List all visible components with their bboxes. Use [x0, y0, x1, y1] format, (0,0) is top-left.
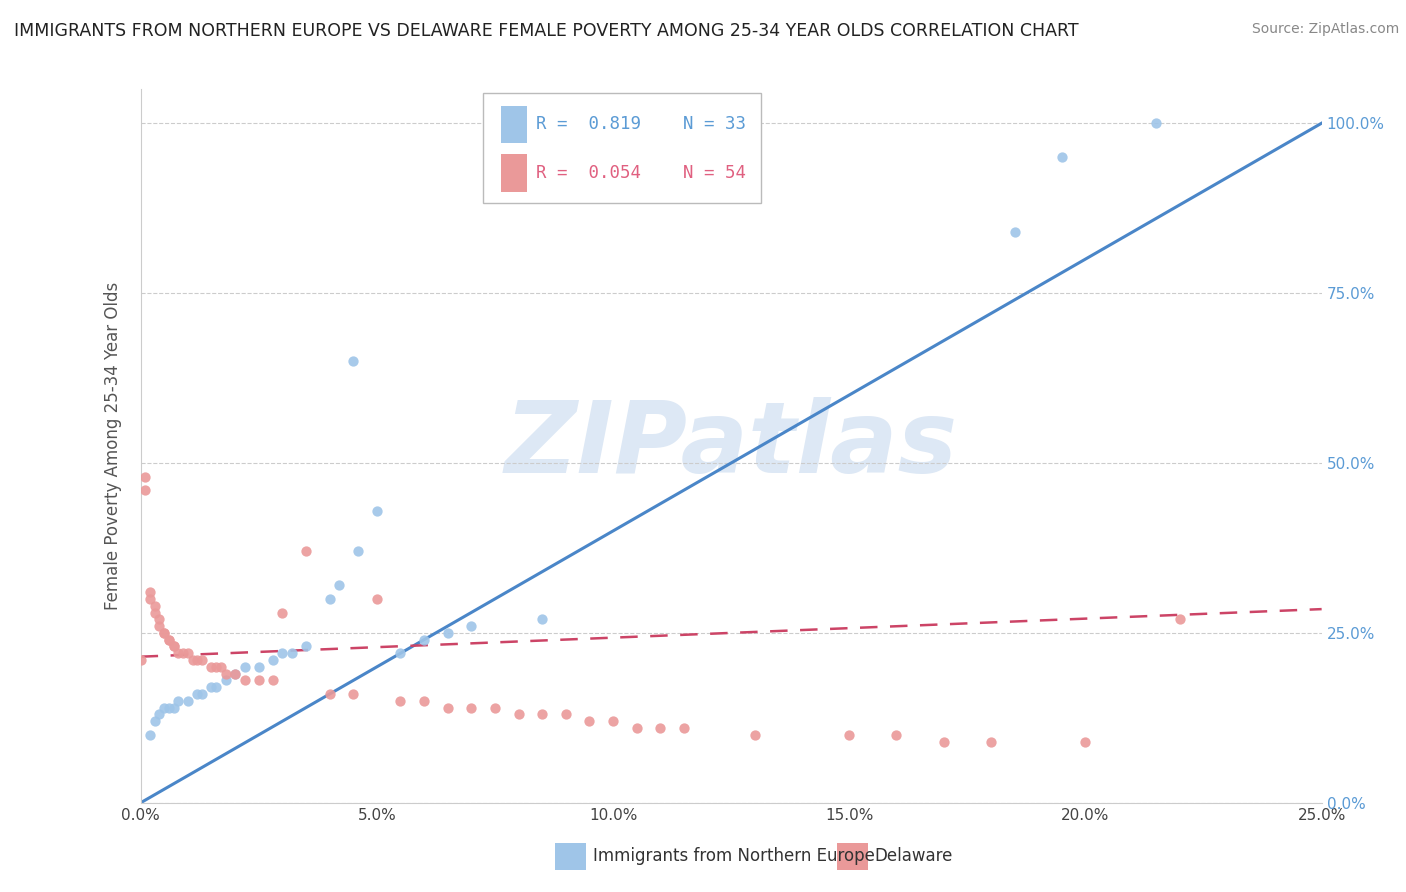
Point [186, 653, 208, 667]
Point [1074, 734, 1097, 748]
Point [200, 660, 222, 674]
Point [347, 544, 370, 558]
Point [134, 483, 156, 498]
Point [157, 700, 180, 714]
Point [200, 680, 222, 694]
Point [167, 646, 190, 660]
Point [295, 640, 318, 654]
Point [247, 673, 270, 688]
Point [531, 612, 554, 626]
FancyBboxPatch shape [501, 105, 527, 143]
Point [139, 585, 162, 599]
Point [389, 694, 412, 708]
Point [626, 721, 648, 735]
Point [508, 707, 530, 722]
Point [163, 640, 186, 654]
Point [167, 694, 190, 708]
Point [134, 469, 156, 483]
Point [148, 619, 170, 633]
Point [281, 646, 304, 660]
Point [271, 646, 294, 660]
Point [153, 626, 176, 640]
Point [224, 666, 246, 681]
Point [980, 734, 1002, 748]
Point [932, 734, 955, 748]
Text: Source: ZipAtlas.com: Source: ZipAtlas.com [1251, 22, 1399, 37]
Point [318, 687, 340, 701]
Point [342, 687, 364, 701]
Text: ZIPatlas: ZIPatlas [505, 398, 957, 494]
Point [186, 687, 208, 701]
Point [436, 626, 458, 640]
Point [157, 632, 180, 647]
Point [672, 721, 695, 735]
Point [143, 714, 166, 729]
Point [177, 694, 200, 708]
Point [1050, 150, 1073, 164]
Point [157, 632, 180, 647]
Text: R =  0.054    N = 54: R = 0.054 N = 54 [536, 164, 747, 182]
Point [181, 653, 204, 667]
Point [271, 606, 294, 620]
Point [460, 619, 482, 633]
Point [205, 680, 228, 694]
Point [295, 544, 318, 558]
FancyBboxPatch shape [501, 154, 527, 192]
Point [191, 653, 214, 667]
Point [143, 599, 166, 613]
Point [247, 660, 270, 674]
Point [838, 728, 860, 742]
Point [650, 721, 672, 735]
FancyBboxPatch shape [484, 93, 761, 203]
Point [413, 694, 436, 708]
Point [205, 660, 228, 674]
Point [262, 653, 284, 667]
Point [342, 354, 364, 368]
Point [602, 714, 624, 729]
Point [214, 666, 236, 681]
Y-axis label: Female Poverty Among 25-34 Year Olds: Female Poverty Among 25-34 Year Olds [104, 282, 122, 610]
Text: Immigrants from Northern Europe: Immigrants from Northern Europe [593, 847, 875, 865]
Point [172, 646, 194, 660]
Point [1004, 225, 1026, 239]
Point [148, 707, 170, 722]
Text: R =  0.819    N = 33: R = 0.819 N = 33 [536, 115, 747, 133]
Point [139, 591, 162, 606]
Point [328, 578, 350, 592]
Point [153, 700, 176, 714]
Point [214, 673, 236, 688]
Text: IMMIGRANTS FROM NORTHERN EUROPE VS DELAWARE FEMALE POVERTY AMONG 25-34 YEAR OLDS: IMMIGRANTS FROM NORTHERN EUROPE VS DELAW… [14, 22, 1078, 40]
Point [484, 700, 506, 714]
Point [531, 707, 554, 722]
Point [1144, 116, 1167, 130]
Point [366, 503, 388, 517]
Point [886, 728, 908, 742]
Point [148, 612, 170, 626]
Point [139, 728, 162, 742]
Text: Delaware: Delaware [875, 847, 953, 865]
Point [744, 728, 766, 742]
Point [366, 591, 388, 606]
Point [143, 606, 166, 620]
Point [163, 700, 186, 714]
Point [436, 700, 458, 714]
Point [1168, 612, 1191, 626]
Point [224, 666, 246, 681]
Point [233, 660, 256, 674]
Point [163, 640, 186, 654]
Point [233, 673, 256, 688]
Point [129, 653, 152, 667]
Point [413, 632, 436, 647]
Point [177, 646, 200, 660]
Point [389, 646, 412, 660]
Point [191, 687, 214, 701]
Point [153, 626, 176, 640]
Point [262, 673, 284, 688]
Point [209, 660, 232, 674]
Point [318, 591, 340, 606]
Point [554, 707, 576, 722]
Point [578, 714, 600, 729]
Point [460, 700, 482, 714]
